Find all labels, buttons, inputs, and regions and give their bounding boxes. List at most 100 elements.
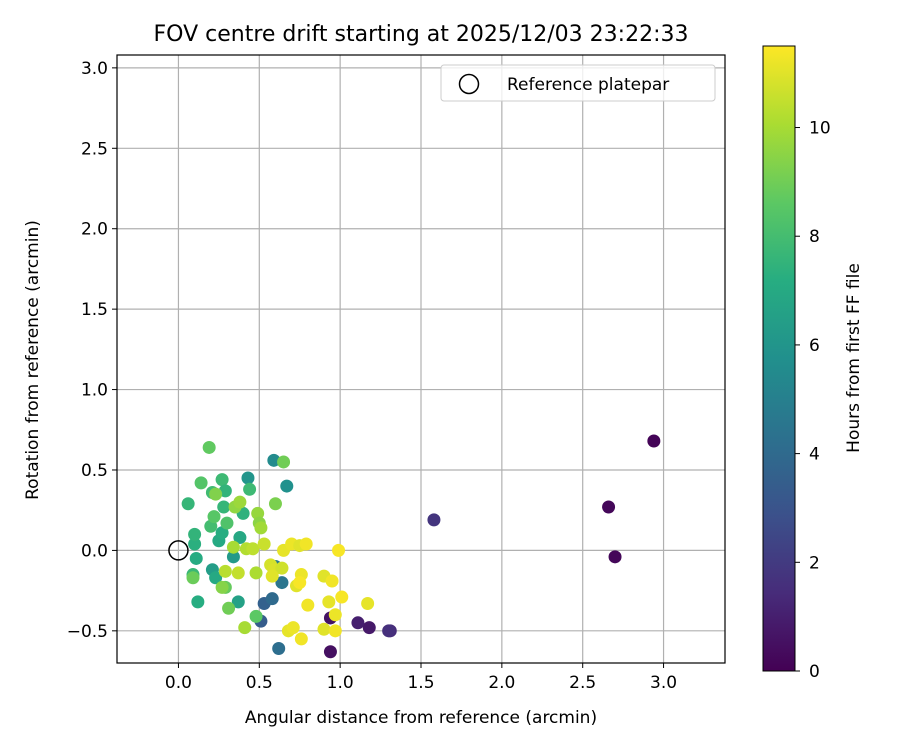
data-point: [602, 500, 616, 514]
data-point: [243, 482, 257, 496]
data-point: [186, 571, 200, 585]
data-point: [249, 609, 263, 623]
data-point: [194, 476, 208, 490]
data-point: [233, 495, 247, 509]
data-point: [189, 551, 203, 565]
data-point: [301, 598, 315, 612]
data-point: [246, 542, 260, 556]
data-point: [362, 621, 376, 635]
data-point: [280, 479, 294, 493]
data-point: [286, 621, 300, 635]
x-tick-label: 2.5: [569, 673, 596, 693]
x-axis-label: Angular distance from reference (arcmin): [245, 708, 597, 728]
y-tick-label: 2.0: [81, 220, 108, 240]
data-point: [215, 526, 229, 540]
data-point: [608, 550, 622, 564]
data-point: [268, 497, 282, 511]
data-point: [231, 566, 245, 580]
data-point: [241, 471, 255, 485]
data-point: [335, 590, 349, 604]
x-tick-label: 2.0: [488, 673, 515, 693]
data-point: [328, 624, 342, 638]
data-point: [188, 527, 202, 541]
data-point: [361, 596, 375, 610]
chart-title: FOV centre drift starting at 2025/12/03 …: [154, 22, 689, 47]
data-point: [207, 510, 221, 524]
y-tick-label: −0.5: [67, 622, 108, 642]
data-point: [254, 521, 268, 535]
data-point: [233, 531, 247, 545]
x-tick-label: 3.0: [650, 673, 677, 693]
data-point: [275, 576, 289, 590]
data-point: [272, 642, 286, 656]
legend-marker-reference: [458, 73, 480, 95]
data-point: [332, 543, 346, 557]
data-point: [238, 621, 252, 635]
data-point: [257, 537, 271, 551]
data-point: [299, 537, 313, 551]
legend-label-reference: Reference platepar: [507, 75, 669, 95]
data-point: [267, 453, 281, 467]
y-tick-label: 0.5: [81, 461, 108, 481]
data-point: [249, 566, 263, 580]
data-point: [328, 608, 342, 622]
data-point: [202, 440, 216, 454]
grid-lines: [117, 55, 725, 663]
legend-box: [440, 64, 716, 102]
data-point: [217, 500, 231, 514]
colorbar-tick-label: 0: [809, 662, 820, 682]
data-points: [168, 434, 661, 659]
data-point: [293, 576, 307, 590]
colorbar-tick-label: 6: [809, 336, 820, 356]
data-point: [191, 595, 205, 609]
colorbar-tick-label: 10: [809, 119, 831, 139]
x-tick-label: 0.5: [246, 673, 273, 693]
data-point: [226, 540, 240, 554]
data-point: [188, 537, 202, 551]
data-point: [251, 506, 265, 520]
y-tick-label: 3.0: [81, 59, 108, 79]
x-tick-label: 1.5: [407, 673, 434, 693]
y-tick-label: 2.5: [81, 139, 108, 159]
data-point: [215, 473, 229, 487]
data-point: [181, 497, 195, 511]
data-point: [351, 616, 365, 630]
y-tick-label: 0.0: [81, 541, 108, 561]
y-tick-label: 1.0: [81, 381, 108, 401]
reference-platepar-marker: [168, 540, 189, 561]
colorbar: 0 2 4 6 8 10 Hours from first FF file: [762, 45, 864, 682]
data-point: [427, 513, 441, 527]
data-point: [222, 601, 236, 615]
data-point: [231, 595, 245, 609]
colorbar-tick-label: 4: [809, 445, 820, 465]
colorbar-tick-label: 2: [809, 553, 820, 573]
data-point: [209, 487, 223, 501]
data-point: [209, 571, 223, 585]
legend: Reference platepar: [440, 64, 716, 102]
data-point: [215, 580, 229, 594]
data-point: [323, 645, 337, 659]
y-axis-label: Rotation from reference (arcmin): [23, 220, 43, 500]
data-point: [265, 592, 279, 606]
data-point: [226, 550, 240, 564]
data-point: [275, 561, 289, 575]
data-point: [317, 622, 331, 636]
colorbar-label: Hours from first FF file: [844, 263, 864, 453]
data-point: [382, 624, 396, 638]
data-point: [265, 569, 279, 583]
data-point: [294, 632, 308, 646]
data-point: [325, 574, 339, 588]
colorbar-gradient: [762, 45, 796, 672]
colorbar-ticks: 0 2 4 6 8 10: [795, 119, 831, 682]
x-tick-label: 1.0: [327, 673, 354, 693]
axes: 0.0 0.5 1.0 1.5 2.0 2.5 3.0 −0.5 0.0 0.5 1.0 1.5 2.0…: [67, 54, 726, 693]
data-point: [277, 455, 291, 469]
data-point: [322, 595, 336, 609]
x-tick-label: 0.0: [165, 673, 192, 693]
data-point: [647, 434, 661, 448]
y-tick-label: 1.5: [81, 300, 108, 320]
data-point: [220, 516, 234, 530]
data-point: [218, 564, 232, 578]
